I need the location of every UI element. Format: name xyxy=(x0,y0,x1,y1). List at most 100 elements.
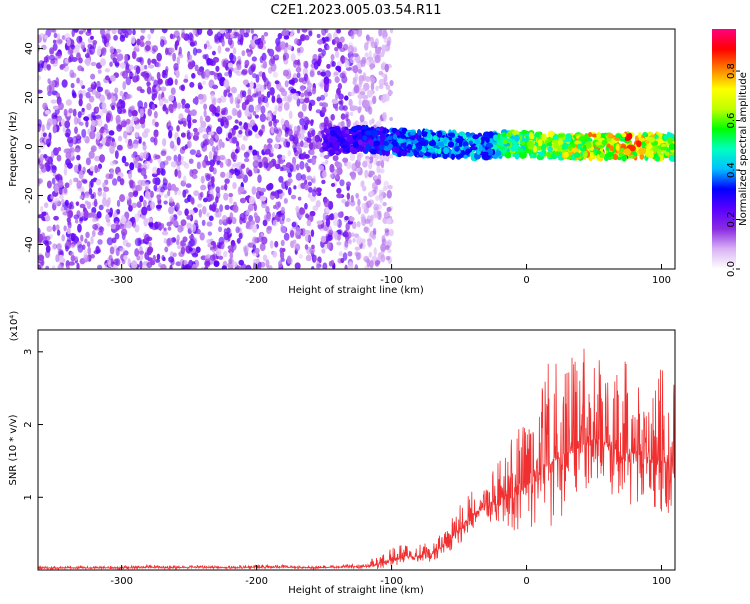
spectrogram-cell xyxy=(289,32,294,38)
spectrogram-cell xyxy=(109,145,115,155)
spectrogram-cell xyxy=(104,89,109,94)
spectrogram-cell xyxy=(192,29,197,36)
spectrogram-cell xyxy=(304,34,310,41)
spectrogram-cell xyxy=(88,150,95,159)
signal-cell xyxy=(629,145,636,152)
spectrogram-cell xyxy=(354,251,359,257)
spectrogram-cell xyxy=(123,255,128,261)
signal-cell xyxy=(362,135,368,141)
spectrogram-cell xyxy=(368,59,375,65)
spectrogram-cell xyxy=(160,86,167,92)
spectrogram-cell xyxy=(334,50,340,58)
spectrogram-cell xyxy=(117,175,121,182)
spectrogram-cell xyxy=(218,219,223,225)
spectrogram-cell xyxy=(306,219,312,227)
spectrogram-cell xyxy=(41,211,47,217)
signal-cell xyxy=(485,142,493,148)
spectrogram-cell xyxy=(105,42,111,48)
spectrogram-cell xyxy=(248,104,255,113)
signal-cell xyxy=(582,150,588,158)
spectrogram-cell xyxy=(80,234,84,242)
spectrogram-cell xyxy=(251,186,257,195)
signal-cell xyxy=(433,135,438,140)
spectrogram-cell xyxy=(245,264,252,269)
spectrogram-cell xyxy=(224,178,230,184)
signal-cell xyxy=(529,153,535,159)
spectrogram-cell xyxy=(368,162,373,170)
spectrogram-cell xyxy=(136,57,142,63)
spectrogram-cell xyxy=(52,105,59,110)
spectrogram-cell xyxy=(128,72,134,77)
spectrogram-cell xyxy=(281,155,286,161)
spectrogram-cell xyxy=(270,55,276,65)
spectrogram-cell xyxy=(48,54,55,61)
spectrogram-cell xyxy=(157,78,163,85)
spectrogram-cell xyxy=(312,144,319,150)
spectrogram-cell xyxy=(233,125,239,130)
spectrogram-cell xyxy=(295,205,300,213)
spectrogram-cell xyxy=(209,186,215,191)
spectrogram-cell xyxy=(285,140,291,148)
spectrogram-cell xyxy=(41,124,45,132)
signal-cell xyxy=(329,129,336,137)
spectrogram-cell xyxy=(51,164,57,174)
spectrogram-cell xyxy=(91,229,96,238)
signal-cell xyxy=(627,132,633,140)
signal-cell xyxy=(668,155,675,162)
spectrogram-cell xyxy=(140,71,147,77)
spectrogram-cell xyxy=(81,128,87,138)
spectrogram-cell xyxy=(317,47,323,53)
bottom-x-tick-label: 100 xyxy=(652,576,671,587)
spectrogram-cell xyxy=(330,113,335,121)
spectrogram-cell xyxy=(160,264,167,269)
spectrogram-cell xyxy=(281,212,286,222)
spectrogram-cell xyxy=(227,132,233,139)
spectrogram-cell xyxy=(101,102,107,110)
spectrogram-cell xyxy=(288,110,293,120)
spectrogram-cell xyxy=(233,32,240,37)
spectrogram-cell xyxy=(75,201,80,206)
spectrogram-cell xyxy=(169,108,174,114)
spectrogram-cell xyxy=(38,254,45,262)
spectrogram-cell xyxy=(72,90,77,97)
spectrogram-cell xyxy=(176,136,181,146)
spectrogram-cell xyxy=(262,96,269,104)
spectrogram-cell xyxy=(74,219,79,224)
spectrogram-cell xyxy=(209,165,214,173)
spectrogram-cell xyxy=(129,119,134,127)
spectrogram-cell xyxy=(138,139,142,144)
spectrogram-cell xyxy=(130,105,136,112)
spectrogram-cell xyxy=(152,166,159,175)
spectrogram-cell xyxy=(386,189,392,199)
signal-cell xyxy=(642,132,648,138)
spectrogram-cell xyxy=(252,111,257,116)
spectrogram-cell xyxy=(64,120,71,129)
spectrogram-cell xyxy=(126,124,133,134)
spectrogram-cell xyxy=(85,119,89,128)
top-x-tick-label: -200 xyxy=(245,275,268,286)
spectrogram-cell xyxy=(286,255,292,264)
spectrogram-cell xyxy=(97,45,102,55)
spectrogram-cell xyxy=(119,178,125,186)
spectrogram-cell xyxy=(353,84,360,94)
spectrogram-cell xyxy=(168,206,174,215)
spectrogram-cell xyxy=(78,30,84,35)
spectrogram-cell xyxy=(329,163,335,173)
signal-cell xyxy=(352,141,360,149)
spectrogram-cell xyxy=(366,259,371,268)
spectrogram-cell xyxy=(57,263,64,269)
spectrogram-cell xyxy=(232,181,237,190)
bottom-y-axis-label: SNR (10 * v/v) xyxy=(8,414,19,485)
spectrogram-cell xyxy=(151,172,158,178)
spectrogram-cell xyxy=(238,186,245,193)
spectrogram-cell xyxy=(337,211,344,219)
spectrogram-cell xyxy=(68,210,74,219)
spectrogram-cell xyxy=(142,199,147,207)
spectrogram-cell xyxy=(311,266,315,269)
spectrogram-cell xyxy=(63,166,68,176)
spectrogram-cell xyxy=(45,245,51,253)
spectrogram-cell xyxy=(170,183,177,191)
spectrogram-cell xyxy=(298,253,303,259)
spectrogram-cell xyxy=(73,116,78,125)
spectrogram-cell xyxy=(73,214,80,220)
